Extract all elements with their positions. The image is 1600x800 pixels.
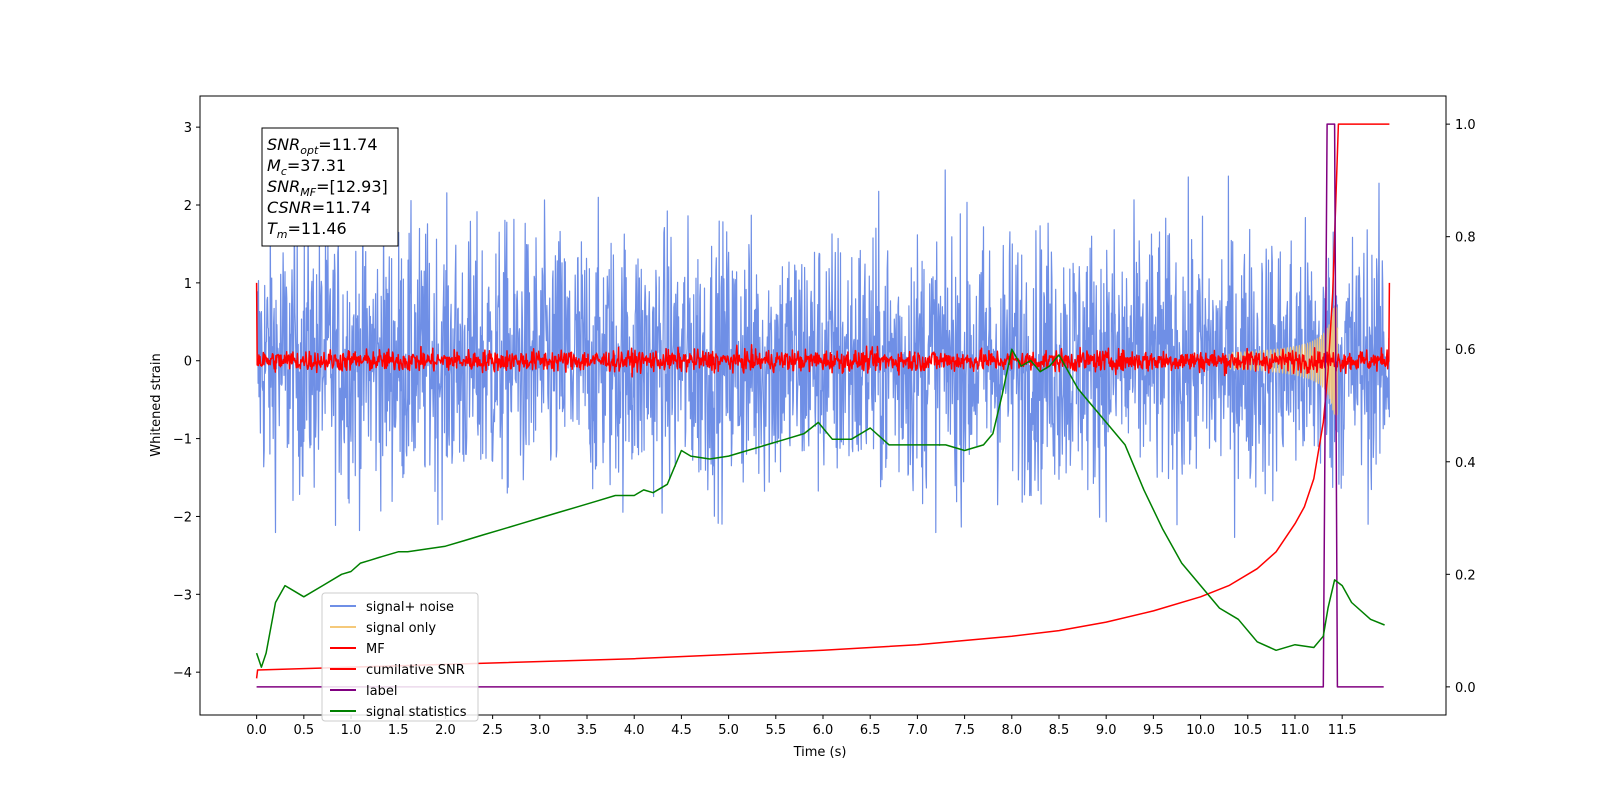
y-tick-label: −3: [173, 588, 192, 603]
x-tick-label: 10.0: [1186, 723, 1215, 738]
y-tick-label: 2: [184, 199, 192, 214]
legend-frame: [321, 592, 479, 722]
plot-area: [255, 123, 1391, 688]
y-tick-label: −4: [173, 666, 192, 681]
y-axis-label: Whitened strain: [149, 353, 164, 456]
series-label: [256, 123, 1384, 688]
x-axis: 0.0 0.5 1.0 1.5 2.0 2.5 3.0 3.5 4.0 4.5 5.0 5.5 6.0 6…: [246, 715, 1357, 738]
y-tick-label: 1: [184, 277, 192, 292]
legend-entry: signal only: [366, 621, 436, 636]
x-tick-label: 4.0: [624, 723, 645, 738]
annotation-frame: [261, 127, 399, 247]
y-tick-label: 3: [184, 121, 192, 136]
series-signal-plus-noise: [256, 169, 1390, 538]
annotation-line: Mc=37.31: [267, 156, 346, 178]
legend-entry: MF: [366, 642, 385, 657]
x-tick-label: 0.0: [246, 723, 267, 738]
x-tick-label: 6.0: [813, 723, 834, 738]
y2-tick-label: 0.8: [1455, 231, 1476, 246]
annotation-line: SNRopt=11.74: [267, 135, 378, 157]
x-tick-label: 1.5: [388, 723, 409, 738]
stats-annotation-box: SNRopt=11.74Mc=37.31SNRMF=[12.93]CSNR=11…: [261, 127, 399, 247]
x-tick-label: 7.5: [954, 723, 975, 738]
x-axis-label: Time (s): [793, 745, 847, 760]
x-tick-label: 6.5: [860, 723, 881, 738]
legend-entry: signal statistics: [366, 705, 467, 720]
y2-tick-label: 0.0: [1455, 681, 1476, 696]
legend-entry: signal+ noise: [366, 600, 454, 615]
annotation-line: SNRMF=[12.93]: [267, 177, 388, 199]
x-tick-label: 2.5: [482, 723, 503, 738]
x-tick-label: 2.0: [435, 723, 456, 738]
y-tick-label: 0: [184, 355, 192, 370]
legend-entry: cumilative SNR: [366, 663, 465, 678]
series-signal-statistics: [255, 348, 1385, 668]
x-tick-label: 4.5: [671, 723, 692, 738]
x-tick-label: 11.0: [1280, 723, 1309, 738]
series-mf: [255, 282, 1391, 378]
annotation-line: Tm=11.46: [267, 219, 347, 241]
y-tick-label: −2: [173, 510, 192, 525]
x-tick-label: 5.0: [718, 723, 739, 738]
x-tick-label: 0.5: [293, 723, 314, 738]
y2-tick-label: 0.4: [1455, 456, 1476, 471]
x-tick-label: 9.5: [1143, 723, 1164, 738]
y-tick-label: −1: [173, 433, 192, 448]
x-tick-label: 7.0: [907, 723, 928, 738]
x-tick-label: 5.5: [765, 723, 786, 738]
y2-tick-label: 0.6: [1455, 343, 1476, 358]
x-tick-label: 10.5: [1233, 723, 1262, 738]
x-tick-label: 3.5: [577, 723, 598, 738]
y-axis-right: 1.0 0.8 0.6 0.4 0.2 0.0: [1446, 118, 1476, 696]
legend-entry: label: [366, 684, 397, 699]
y2-tick-label: 0.2: [1455, 568, 1476, 583]
x-tick-label: 8.0: [1001, 723, 1022, 738]
y2-tick-label: 1.0: [1455, 118, 1476, 133]
x-tick-label: 3.0: [529, 723, 550, 738]
x-tick-label: 9.0: [1096, 723, 1117, 738]
x-tick-label: 1.0: [341, 723, 362, 738]
x-tick-label: 11.5: [1328, 723, 1357, 738]
annotation-line: CSNR=11.74: [267, 198, 371, 217]
legend: signal+ noise signal only MF cumilative SNR…: [321, 592, 479, 722]
x-tick-label: 8.5: [1049, 723, 1070, 738]
y-axis-left: 3 2 1 0 −1 −2 −3 −4: [173, 121, 200, 681]
